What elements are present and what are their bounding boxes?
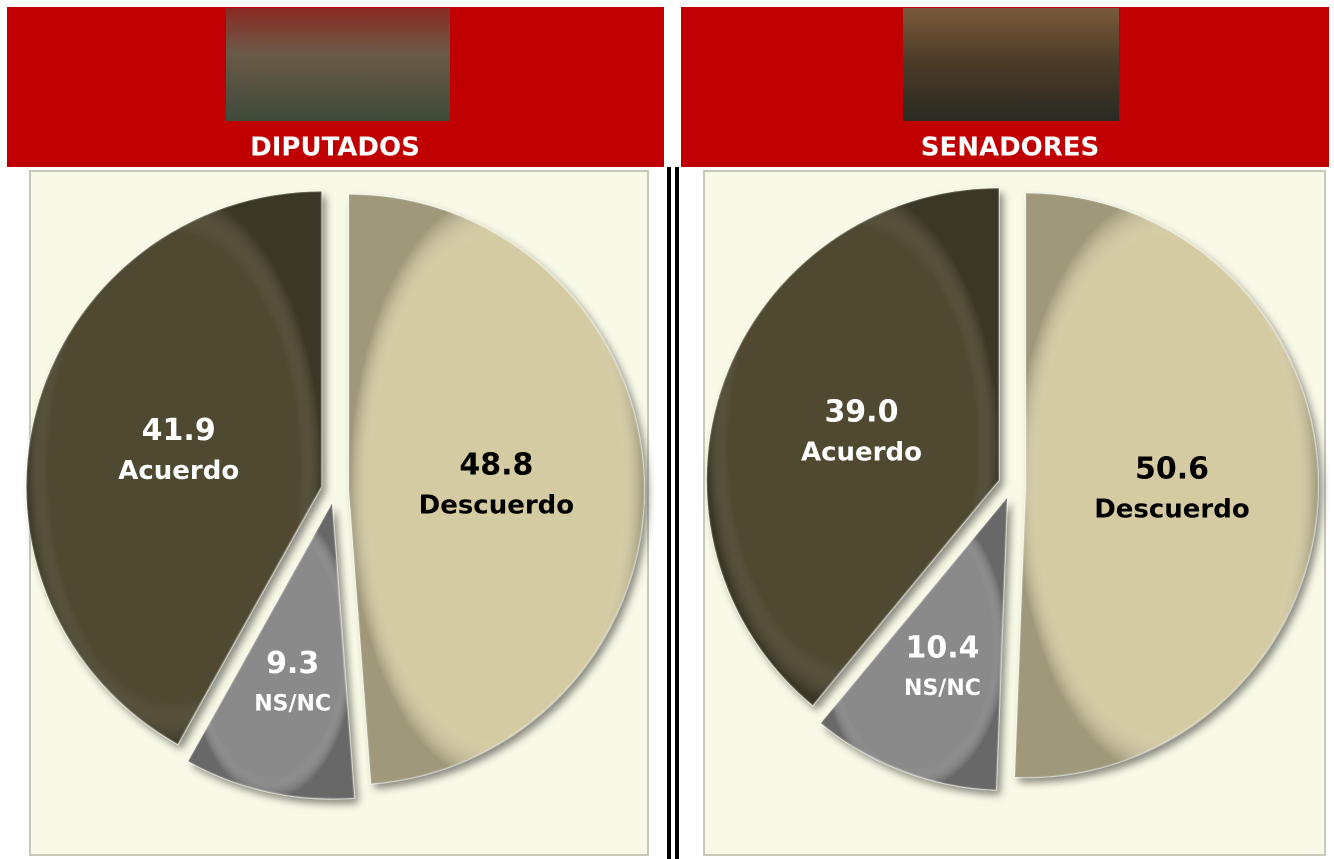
chart-title: SENADORES [921,133,1100,163]
photo [226,8,450,121]
category-label: NS/NC [904,676,981,701]
divider [667,167,671,859]
category-label: NS/NC [254,691,331,716]
category-label: Acuerdo [118,456,239,486]
photo [903,8,1119,121]
category-label: Descuerdo [419,490,575,520]
data-label: 39.0 [824,394,898,429]
data-label: 41.9 [142,413,216,448]
divider [675,167,679,859]
data-label: 10.4 [905,631,979,666]
data-label: 48.8 [459,447,533,482]
chart-title: DIPUTADOS [250,133,420,163]
data-label: 50.6 [1135,452,1209,487]
data-label: 9.3 [266,646,319,681]
category-label: Acuerdo [801,437,922,467]
category-label: Descuerdo [1094,495,1250,525]
